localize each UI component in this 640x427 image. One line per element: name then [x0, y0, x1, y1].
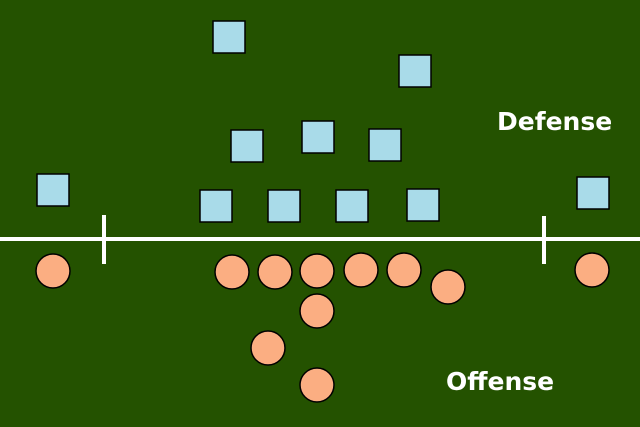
defender	[576, 176, 610, 210]
offensive-player	[35, 253, 71, 289]
offensive-player	[386, 252, 422, 288]
defender	[212, 20, 246, 54]
defender	[398, 54, 432, 88]
defense-label: Defense	[497, 107, 612, 136]
offensive-player	[250, 330, 286, 366]
offensive-player	[430, 269, 466, 305]
line-of-scrimmage	[0, 215, 640, 264]
defender	[267, 189, 301, 223]
offensive-player	[299, 253, 335, 289]
offensive-player	[214, 254, 250, 290]
offensive-player	[257, 254, 293, 290]
defender	[230, 129, 264, 163]
offensive-player	[343, 252, 379, 288]
offensive-player	[299, 367, 335, 403]
defender	[406, 188, 440, 222]
offensive-player	[574, 252, 610, 288]
defender	[301, 120, 335, 154]
offense-label: Offense	[446, 367, 554, 396]
defender	[199, 189, 233, 223]
offense-players	[35, 252, 610, 403]
defender	[368, 128, 402, 162]
defense-players	[36, 20, 610, 223]
defender	[36, 173, 70, 207]
offensive-player	[299, 293, 335, 329]
defender	[335, 189, 369, 223]
